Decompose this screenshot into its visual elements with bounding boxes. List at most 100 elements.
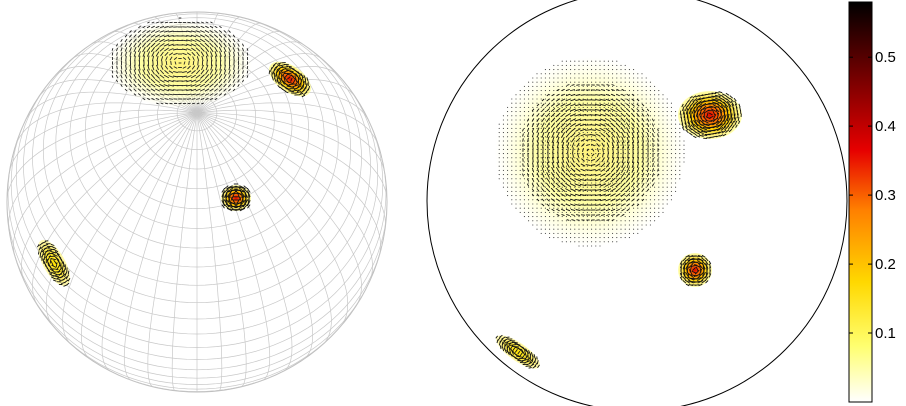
- grid-dot: [561, 169, 563, 171]
- vector-arrow: [50, 276, 56, 280]
- sphere-vortex-upper-right: [268, 61, 312, 98]
- grid-dot: [519, 148, 521, 150]
- grid-dot: [649, 165, 651, 167]
- vector-arrow: [186, 70, 192, 74]
- grid-dot: [582, 157, 584, 159]
- vector-arrow: [600, 203, 606, 207]
- grid-dot: [574, 102, 576, 104]
- grid-dot: [574, 119, 576, 121]
- grid-dot: [523, 111, 525, 113]
- vector-arrow: [242, 52, 244, 56]
- vector-arrow: [687, 117, 691, 125]
- grid-dot: [591, 153, 593, 155]
- grid-dot: [570, 119, 572, 121]
- mesh-line: [171, 112, 198, 392]
- grid-dot: [666, 106, 668, 108]
- vector-arrow: [681, 103, 684, 108]
- grid-dot: [557, 69, 559, 71]
- vector-arrow: [274, 77, 277, 83]
- vector-arrow: [636, 182, 640, 188]
- grid-dot: [528, 140, 530, 142]
- grid-dot: [574, 148, 576, 150]
- grid-dot: [540, 232, 542, 234]
- grid-dot: [532, 203, 534, 205]
- vector-arrow: [520, 358, 528, 362]
- grid-dot: [645, 144, 647, 146]
- grid-dot: [624, 220, 626, 222]
- grid-dot: [557, 211, 559, 213]
- vector-arrow: [646, 123, 650, 127]
- vector-arrow: [133, 34, 137, 38]
- vector-arrow: [626, 156, 630, 164]
- vector-arrow: [209, 78, 214, 84]
- vector-arrow: [533, 354, 536, 359]
- vector-arrow: [536, 182, 540, 188]
- mesh-line: [45, 112, 198, 327]
- vector-arrow: [214, 46, 218, 53]
- grid-dot: [662, 106, 664, 108]
- vector-arrow: [586, 153, 590, 157]
- vector-arrow: [237, 43, 240, 47]
- grid-dot: [654, 195, 656, 197]
- vector-arrow: [605, 198, 611, 202]
- vector-arrow: [133, 73, 137, 80]
- vector-arrow: [641, 182, 645, 188]
- vector-arrow: [570, 132, 576, 138]
- vector-arrow: [631, 177, 635, 183]
- vector-arrow: [218, 78, 223, 84]
- vector-arrow: [713, 106, 720, 113]
- grid-dot: [595, 245, 597, 247]
- vector-arrow: [556, 136, 560, 144]
- grid-dot: [574, 216, 576, 218]
- vector-arrow: [610, 132, 616, 138]
- grid-dot: [662, 178, 664, 180]
- vector-arrow: [701, 272, 706, 279]
- grid-dot: [528, 195, 530, 197]
- vector-arrow: [722, 133, 727, 137]
- grid-dot: [540, 216, 542, 218]
- grid-dot: [649, 186, 651, 188]
- vector-arrow: [151, 21, 155, 24]
- vector-arrow: [242, 47, 244, 52]
- grid-dot: [511, 161, 513, 163]
- vector-arrow: [561, 137, 565, 143]
- vector-arrow: [218, 83, 223, 88]
- vector-arrow: [615, 182, 621, 188]
- grid-dot: [641, 174, 643, 176]
- grid-dot: [565, 165, 567, 167]
- vector-arrow: [146, 51, 151, 57]
- grid-dot: [658, 94, 660, 96]
- vector-arrow: [146, 88, 151, 92]
- grid-dot: [645, 174, 647, 176]
- grid-dot: [595, 237, 597, 239]
- grid-dot: [620, 85, 622, 87]
- grid-dot: [649, 161, 651, 163]
- grid-dot: [574, 228, 576, 230]
- grid-dot: [658, 136, 660, 138]
- grid-dot: [582, 60, 584, 62]
- grid-dot: [649, 90, 651, 92]
- grid-dot: [637, 220, 639, 222]
- grid-dot: [574, 169, 576, 171]
- grid-dot: [570, 211, 572, 213]
- vector-arrow: [242, 187, 249, 194]
- vector-arrow: [137, 93, 142, 96]
- grid-dot: [616, 178, 618, 180]
- vector-arrow: [223, 51, 227, 57]
- vector-arrow: [284, 82, 292, 88]
- vector-arrow: [546, 208, 550, 212]
- grid-dot: [666, 174, 668, 176]
- grid-dot: [679, 148, 681, 150]
- grid-dot: [578, 132, 580, 134]
- vector-arrow: [61, 265, 64, 273]
- vector-arrow: [595, 89, 601, 91]
- vector-arrow: [702, 115, 708, 121]
- vector-arrow: [49, 250, 57, 254]
- grid-dot: [649, 190, 651, 192]
- vector-arrow: [711, 101, 720, 105]
- grid-dot: [607, 228, 609, 230]
- vector-arrow: [155, 25, 160, 29]
- grid-dot: [557, 232, 559, 234]
- vector-arrow: [697, 262, 704, 269]
- vector-arrow: [186, 75, 192, 78]
